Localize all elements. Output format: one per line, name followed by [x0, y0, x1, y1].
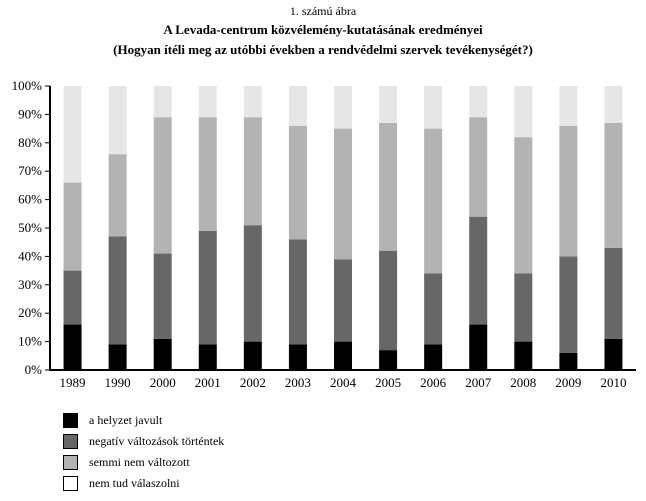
- bar-segment: [379, 250, 398, 351]
- bar-segment: [469, 86, 488, 118]
- bar-segment: [424, 128, 443, 274]
- x-tick-label: 2003: [285, 375, 311, 390]
- bar-segment: [288, 239, 307, 345]
- bar-segment: [604, 122, 623, 248]
- chart-subtitle: (Hogyan ítéli meg az utóbbi években a re…: [113, 42, 533, 57]
- y-tick-label: 30%: [18, 277, 42, 292]
- bar-segment: [559, 352, 578, 370]
- x-tick-label: 2008: [510, 375, 536, 390]
- bar-segment: [514, 341, 533, 370]
- bar-segment: [153, 117, 172, 254]
- bar-segment: [469, 216, 488, 325]
- bar-segment: [424, 344, 443, 370]
- x-tick-label: 2000: [150, 375, 176, 390]
- bar-segment: [334, 341, 352, 370]
- bar-segment: [63, 182, 82, 271]
- bar-segment: [243, 225, 262, 342]
- bar-segment: [108, 236, 127, 345]
- bar-segment: [379, 86, 398, 123]
- bar-segment: [514, 273, 533, 342]
- legend-swatch-improved: [63, 413, 78, 428]
- x-tick-label: 2004: [330, 375, 357, 390]
- x-tick-label: 2006: [420, 375, 447, 390]
- bar-segment: [469, 117, 488, 217]
- bar-segment: [198, 117, 217, 231]
- bar-segment: [469, 324, 488, 370]
- x-tick-label: 2010: [600, 375, 626, 390]
- bar-segment: [108, 344, 127, 370]
- legend-item: negatív változások történtek: [63, 431, 224, 452]
- bar-segment: [153, 86, 172, 118]
- y-tick-label: 70%: [18, 163, 42, 178]
- bar-segment: [559, 256, 578, 353]
- bar-segment: [604, 86, 623, 123]
- legend-swatch-unchanged: [63, 455, 78, 470]
- x-tick-label: 2001: [195, 375, 221, 390]
- bar-segment: [108, 154, 127, 237]
- x-tick-label: 1989: [60, 375, 86, 390]
- bar-segment: [198, 344, 217, 370]
- x-tick-label: 2007: [465, 375, 492, 390]
- legend-label-unchanged: semmi nem változott: [89, 455, 190, 469]
- legend-label-dont-know: nem tud válaszolni: [89, 476, 180, 490]
- bar-segment: [334, 86, 352, 129]
- legend: a helyzet javult negatív változások tört…: [63, 410, 224, 494]
- bar-segment: [108, 86, 127, 155]
- y-tick-label: 0%: [25, 362, 43, 377]
- legend-swatch-negative: [63, 434, 78, 449]
- bar-segment: [604, 247, 623, 339]
- bar-segment: [559, 86, 578, 126]
- y-tick-label: 90%: [18, 106, 42, 121]
- stacked-bar-chart: 1989 1990 2000 2001 2002 2003 2004 2005 2006 2007…: [12, 78, 636, 390]
- x-tick-label: 2005: [375, 375, 401, 390]
- figure-caption: 1. számú ábra: [289, 4, 357, 18]
- legend-label-improved: a helyzet javult: [89, 413, 163, 427]
- y-tick-label: 100%: [12, 78, 43, 93]
- bar-segment: [288, 344, 307, 370]
- bar-segment: [514, 86, 533, 138]
- bar-segment: [424, 273, 443, 345]
- bar-segment: [243, 117, 262, 226]
- legend-item: nem tud válaszolni: [63, 473, 224, 494]
- bar-segment: [424, 86, 443, 129]
- bar-segment: [243, 86, 262, 118]
- chart-title: A Levada-centrum közvélemény-kutatásának…: [163, 22, 483, 37]
- legend-label-negative: negatív változások történtek: [89, 434, 225, 448]
- bars-layer: [63, 86, 623, 370]
- bar-segment: [379, 350, 398, 370]
- x-tick-label: 2002: [240, 375, 266, 390]
- bar-segment: [514, 137, 533, 274]
- bar-segment: [604, 338, 623, 370]
- bar-segment: [559, 125, 578, 257]
- bar-segment: [288, 125, 307, 240]
- axes-layer: 1989 1990 2000 2001 2002 2003 2004 2005 2006 2007…: [12, 78, 636, 390]
- legend-item: semmi nem változott: [63, 452, 224, 473]
- bar-segment: [243, 341, 262, 370]
- bar-segment: [63, 86, 82, 183]
- x-tick-label: 2009: [555, 375, 581, 390]
- legend-item: a helyzet javult: [63, 410, 224, 431]
- bar-segment: [198, 230, 217, 345]
- y-tick-label: 10%: [18, 334, 42, 349]
- x-tick-label: 1990: [105, 375, 131, 390]
- bar-segment: [63, 270, 82, 325]
- y-tick-label: 60%: [18, 192, 42, 207]
- bar-segment: [379, 122, 398, 251]
- y-tick-label: 20%: [18, 305, 42, 320]
- bar-segment: [288, 86, 307, 126]
- bar-segment: [153, 338, 172, 370]
- bar-segment: [153, 253, 172, 339]
- bar-segment: [334, 259, 352, 342]
- bar-segment: [334, 128, 352, 260]
- legend-swatch-dont-know: [63, 476, 78, 491]
- bar-segment: [63, 324, 82, 370]
- y-tick-label: 40%: [18, 248, 42, 263]
- y-tick-label: 80%: [18, 135, 42, 150]
- bar-segment: [198, 86, 217, 118]
- y-tick-label: 50%: [18, 220, 42, 235]
